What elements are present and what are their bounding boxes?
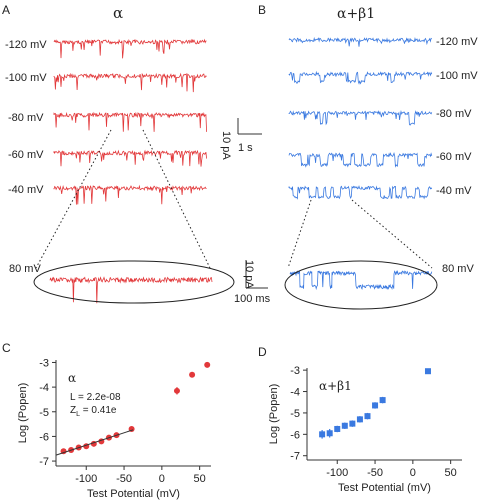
ab1-zoom-label: 80 mV (442, 263, 474, 275)
alpha-voltage-label-0: -120 mV (5, 39, 47, 51)
chart-d-x-tick-label: 0 (410, 467, 416, 479)
alpha-zoom-trace (49, 276, 213, 304)
alpha-voltage-label-1: -100 mV (5, 72, 47, 84)
chart-c-x-tick-label: -100 (75, 473, 97, 485)
ab1-zoom-ellipse (284, 260, 438, 310)
chart-c-point (173, 387, 180, 394)
chart-c-point (204, 361, 211, 368)
alpha-zoom-label: 80 mV (9, 263, 41, 275)
chart-c-y-tick-label: -4 (39, 382, 49, 394)
ab1-voltage-label-0: -120 mV (436, 36, 478, 48)
scalebar-zoom-time: 100 ms (234, 293, 271, 305)
ab1-zoom-connector-left (287, 199, 312, 269)
alpha-zoom-connector-right (142, 129, 211, 269)
chart-c-title: α (68, 371, 76, 385)
chart-d-x-label: Test Potential (mV) (338, 482, 431, 494)
alpha-trace-1 (53, 72, 207, 93)
chart-d: -100 -50 0 50 -3 -4 -5 -6 -7 Test Potential (mV) L… (268, 365, 462, 494)
chart-d-point (424, 368, 431, 375)
chart-c-y-tick-label: -7 (39, 456, 49, 468)
chart-c-annotation-z: ZL = 0.41e (70, 405, 117, 418)
chart-d-x-tick-label: 50 (445, 467, 457, 479)
scalebar-zoom-current: 10 pA (243, 260, 255, 289)
alpha-trace-2 (53, 111, 207, 132)
alpha-voltage-label-4: -40 mV (8, 184, 44, 196)
chart-c-y-tick-label: -6 (39, 431, 49, 443)
chart-d-x-tick-label: -50 (367, 467, 383, 479)
chart-c-annotation-l: L = 2.2e-08 (70, 392, 121, 403)
chart-d-point (319, 431, 326, 438)
ab1-trace-2 (288, 110, 433, 126)
scalebar-main-current: 10 pA (220, 131, 232, 160)
panel-letter-d: D (258, 345, 267, 359)
alpha-voltage-label-3: -60 mV (8, 149, 44, 161)
chart-c: -100 -50 0 50 -3 -4 -5 -6 -7 Test Potential (mV) L… (17, 357, 211, 500)
ab1-voltage-label-4: -40 mV (436, 185, 472, 197)
alpha-beta1-title: α+β1 (337, 6, 375, 22)
ab1-trace-0 (288, 36, 432, 47)
alpha-trace-3 (53, 149, 207, 167)
chart-c-point (189, 371, 196, 378)
chart-d-y-tick-label: -4 (290, 387, 300, 399)
chart-c-x-tick-label: 0 (159, 473, 165, 485)
panel-letter-b: B (258, 3, 266, 17)
ab1-zoom-trace (289, 270, 433, 291)
chart-c-y-tick-label: -3 (39, 357, 49, 369)
chart-c-x-label: Test Potential (mV) (87, 488, 180, 500)
panel-letter-a: A (2, 3, 10, 17)
ab1-voltage-label-2: -80 mV (436, 108, 472, 120)
chart-d-point (341, 422, 348, 429)
chart-d-point (356, 416, 363, 423)
ab1-trace-3 (288, 152, 433, 168)
chart-d-point (334, 425, 341, 432)
alpha-beta1-traces (288, 36, 433, 291)
scalebar-main-time: 1 s (238, 142, 253, 154)
chart-c-annotation-z-value: = 0.41e (80, 405, 117, 416)
chart-c-y-label: Log (Popen) (17, 383, 29, 444)
chart-d-y-tick-label: -5 (290, 408, 300, 420)
ab1-voltage-label-3: -60 mV (436, 151, 472, 163)
chart-d-point (364, 413, 371, 420)
chart-c-annotation-z-symbol: Z (70, 405, 76, 416)
chart-c-x-tick-label: -50 (116, 473, 132, 485)
chart-d-point (379, 397, 386, 404)
chart-d-y-tick-label: -7 (290, 451, 300, 463)
alpha-zoom-ellipse (33, 260, 235, 304)
chart-c-x-tick-label: 50 (194, 473, 206, 485)
alpha-trace-0 (53, 38, 207, 59)
chart-c-y-tick-label: -5 (39, 407, 49, 419)
alpha-trace-4 (53, 184, 207, 205)
chart-c-fit-line (55, 429, 134, 456)
alpha-voltage-label-2: -80 mV (8, 112, 44, 124)
chart-d-point (372, 402, 379, 409)
panel-letter-c: C (2, 341, 11, 355)
chart-d-y-label: Log (Popen) (268, 384, 280, 445)
chart-d-y-tick-label: -6 (290, 429, 300, 441)
chart-d-point (349, 420, 356, 427)
chart-d-x-tick-label: -100 (326, 467, 348, 479)
chart-d-title: α+β1 (319, 379, 352, 393)
chart-d-y-tick-label: -3 (290, 365, 300, 377)
ab1-voltage-label-1: -100 mV (436, 70, 478, 82)
ab1-trace-4 (288, 185, 433, 200)
scalebar-main: 10 pA 1 s (220, 118, 262, 160)
chart-c-annotation-z-subscript: L (76, 411, 80, 418)
alpha-zoom-connector-left (35, 129, 112, 269)
alpha-traces (49, 38, 213, 304)
alpha-title: α (113, 4, 123, 22)
scalebar-zoom: 10 pA 100 ms (234, 260, 271, 305)
ab1-trace-1 (288, 70, 433, 85)
ab1-zoom-connector-right (351, 199, 433, 269)
chart-d-point (326, 430, 333, 437)
